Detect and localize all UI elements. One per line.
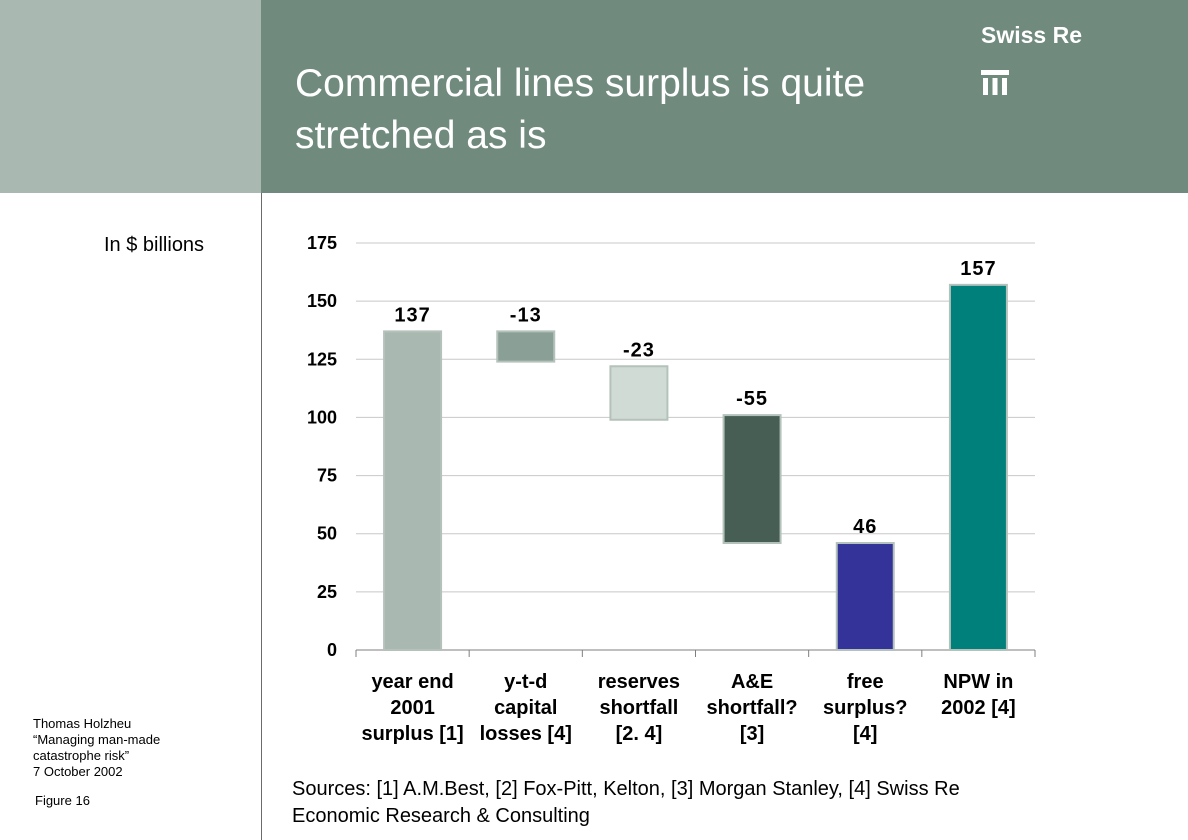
- slide-title-line-2: stretched as is: [295, 114, 547, 157]
- x-category-label-3-line-2: [3]: [740, 723, 764, 745]
- slide-title: Commercial lines surplus is quite stretc…: [295, 58, 975, 162]
- data-label-3: -55: [736, 388, 768, 410]
- x-category-label-3-line-1: shortfall?: [707, 697, 798, 719]
- y-tick-label-150: 150: [307, 291, 337, 311]
- slide-title-line-1: Commercial lines surplus is quite: [295, 62, 866, 105]
- swiss-re-logo-icon: [981, 70, 1009, 95]
- header-left-band: [0, 0, 261, 193]
- data-label-4: 46: [853, 516, 877, 538]
- talk-date: 7 October 2002: [33, 764, 123, 779]
- data-label-5: 157: [960, 258, 996, 280]
- bar-0: [383, 330, 443, 651]
- x-category-label-1: y-t-d capital losses [4]: [480, 671, 572, 745]
- talk-title-line-1: “Managing man-made: [33, 732, 161, 747]
- x-category-label-0-line-0: year end: [371, 671, 453, 693]
- bar-3: [722, 414, 782, 545]
- x-category-label-5-line-1: 2002 [4]: [941, 697, 1016, 719]
- x-category-label-3-line-0: A&E: [731, 671, 773, 693]
- x-category-label-0-line-2: surplus [1]: [361, 723, 463, 745]
- x-category-label-4: free surplus? [4]: [823, 671, 907, 745]
- author-name: Thomas Holzheu: [33, 716, 132, 731]
- brand-name: Swiss Re: [981, 22, 1082, 48]
- x-category-label-2: reserves shortfall [2. 4]: [598, 671, 680, 745]
- x-category-label-2-line-1: shortfall: [599, 697, 678, 719]
- x-category-label-2-line-0: reserves: [598, 671, 680, 693]
- x-category-label-4-line-2: [4]: [853, 723, 877, 745]
- bar-4: [835, 542, 895, 652]
- y-tick-label-25: 25: [317, 582, 337, 602]
- bar-1: [496, 330, 556, 363]
- x-category-label-0: year end 2001 surplus [1]: [361, 671, 463, 745]
- talk-title-line-2: catastrophe risk”: [33, 748, 130, 763]
- units-label: In $ billions: [104, 234, 205, 256]
- y-tick-label-125: 125: [307, 349, 337, 369]
- x-category-label-5: NPW in 2002 [4]: [941, 671, 1016, 719]
- x-category-label-5-line-0: NPW in: [943, 671, 1013, 693]
- sources-note: Sources: [1] A.M.Best, [2] Fox-Pitt, Kel…: [292, 776, 1092, 830]
- x-category-label-1-line-0: y-t-d: [504, 671, 547, 693]
- sources-line-1: Sources: [1] A.M.Best, [2] Fox-Pitt, Kel…: [292, 778, 960, 800]
- bar-5: [948, 283, 1008, 651]
- x-category-label-4-line-0: free: [847, 671, 884, 693]
- y-tick-label-100: 100: [307, 407, 337, 427]
- data-label-0: 137: [394, 304, 430, 326]
- y-tick-label-175: 175: [307, 233, 337, 253]
- sources-line-2: Economic Research & Consulting: [292, 805, 590, 827]
- author-block: Thomas Holzheu “Managing man-made catast…: [33, 716, 223, 780]
- x-category-label-1-line-2: losses [4]: [480, 723, 572, 745]
- vertical-divider: [261, 193, 262, 840]
- data-label-2: -23: [623, 339, 655, 361]
- x-category-label-1-line-1: capital: [494, 697, 557, 719]
- figure-label: Figure 16: [35, 793, 90, 808]
- y-tick-label-75: 75: [317, 466, 337, 486]
- x-category-label-0-line-1: 2001: [390, 697, 435, 719]
- bar-2: [609, 365, 669, 421]
- data-label-1: -13: [510, 304, 542, 326]
- y-tick-label-50: 50: [317, 524, 337, 544]
- x-category-label-3: A&E shortfall? [3]: [707, 671, 798, 745]
- x-category-label-2-line-2: [2. 4]: [616, 723, 663, 745]
- header-band: [261, 0, 1188, 193]
- x-category-label-4-line-1: surplus?: [823, 697, 907, 719]
- y-tick-label-0: 0: [327, 640, 337, 660]
